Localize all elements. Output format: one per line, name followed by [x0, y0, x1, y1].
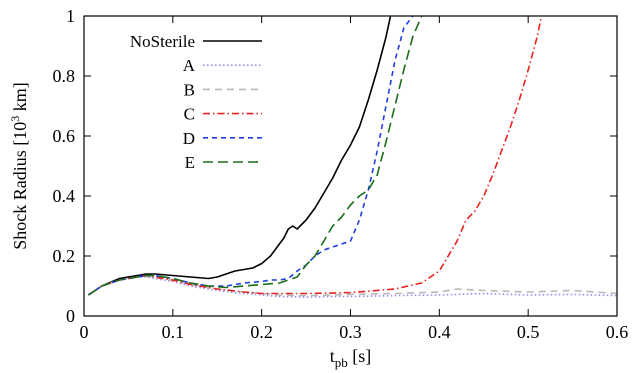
legend-label: C — [184, 105, 195, 124]
x-tick-label: 0.3 — [339, 322, 362, 342]
y-tick-label: 0.4 — [53, 186, 76, 206]
x-tick-label: 0 — [80, 322, 89, 342]
y-tick-label: 0.6 — [53, 126, 76, 146]
x-axis-label-subscript: pb — [335, 355, 348, 370]
legend-label: B — [184, 80, 195, 99]
x-tick-label: 0.1 — [162, 322, 185, 342]
legend-entry-e: E — [185, 153, 262, 172]
y-tick-label: 0 — [66, 306, 75, 326]
series-layer — [87, 16, 617, 298]
x-tick-label: 0.5 — [517, 322, 540, 342]
x-axis-label-unit: [s] — [348, 346, 372, 366]
y-tick-label: 1 — [66, 6, 75, 26]
legend-entry-b: B — [184, 80, 262, 99]
series-line-nosterile — [87, 16, 392, 296]
x-axis-label-main: t — [330, 346, 335, 366]
legend-entry-a: A — [183, 56, 262, 75]
legend-entry-c: C — [184, 105, 262, 124]
legend-label: E — [185, 153, 195, 172]
series-line-c — [87, 16, 543, 296]
series-line-e — [87, 16, 423, 296]
plot-frame — [83, 15, 618, 317]
legend-entry-d: D — [183, 129, 262, 148]
x-tick-label: 0.2 — [250, 322, 273, 342]
series-line-d — [87, 16, 414, 296]
x-axis-label: tpb [s] — [330, 346, 372, 370]
y-tick-label: 0.8 — [53, 66, 76, 86]
x-tick-label: 0.4 — [428, 322, 451, 342]
y-axis-label-superscript: 3 — [8, 116, 22, 122]
legend-entry-nosterile: NoSterile — [130, 32, 262, 51]
legend-label: D — [183, 129, 195, 148]
y-axis-label-main: Shock Radius [10 — [10, 122, 30, 250]
y-axis-label-unit: km] — [10, 82, 30, 116]
y-axis-label: Shock Radius [103 km] — [8, 82, 30, 250]
y-tick-label: 0.2 — [53, 246, 76, 266]
ticks-layer: 0 0.1 0.2 0.3 0.4 0.5 0.6 0 0.2 0.4 0.6 0.8 1 — [53, 6, 629, 342]
legend-label: NoSterile — [130, 32, 195, 51]
x-tick-label: 0.6 — [606, 322, 629, 342]
legend-label: A — [183, 56, 196, 75]
series-line-b — [87, 275, 617, 297]
